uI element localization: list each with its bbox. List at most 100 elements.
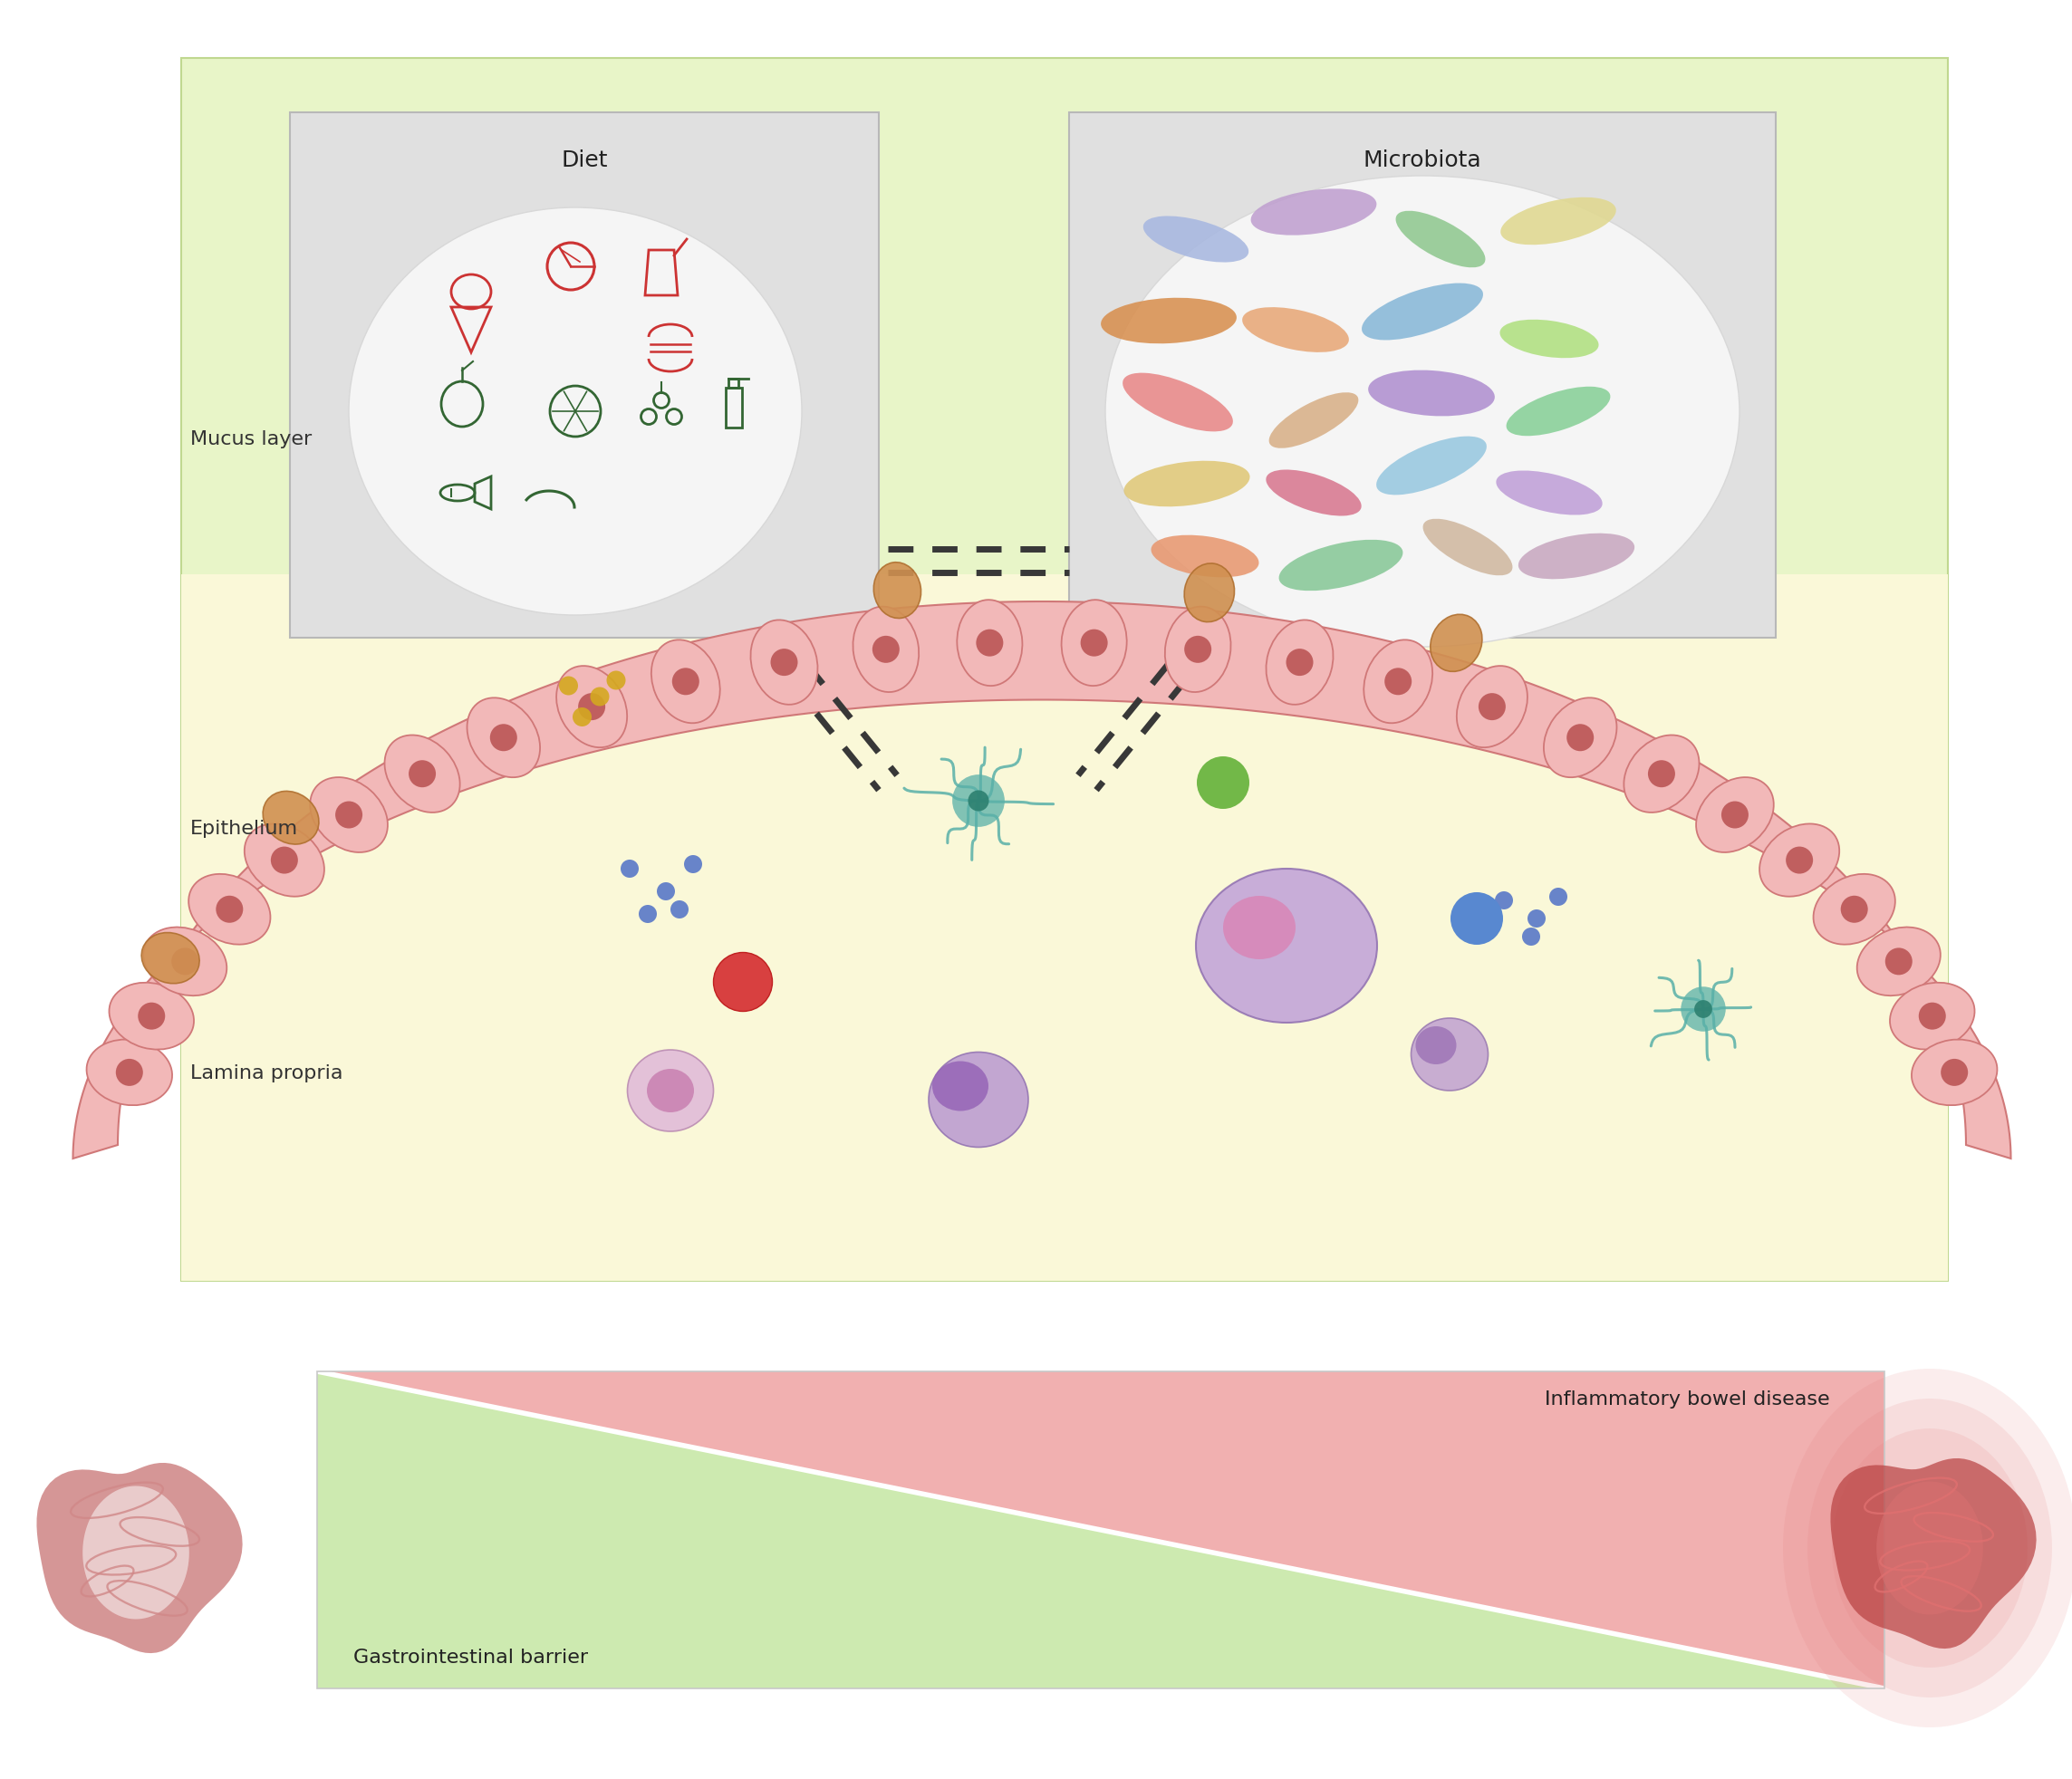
Ellipse shape <box>1695 1000 1711 1018</box>
Ellipse shape <box>1857 927 1941 996</box>
Text: Lamina propria: Lamina propria <box>191 1064 344 1082</box>
Ellipse shape <box>1527 909 1546 929</box>
Ellipse shape <box>1100 299 1237 345</box>
Ellipse shape <box>1164 607 1231 692</box>
Ellipse shape <box>932 1062 988 1112</box>
Ellipse shape <box>110 984 195 1050</box>
Ellipse shape <box>1243 308 1349 352</box>
Ellipse shape <box>1450 893 1502 945</box>
Ellipse shape <box>1500 320 1600 359</box>
Ellipse shape <box>1080 630 1109 656</box>
Ellipse shape <box>1786 847 1813 873</box>
Ellipse shape <box>1840 897 1867 923</box>
Ellipse shape <box>1411 1019 1488 1091</box>
Ellipse shape <box>1624 735 1699 813</box>
Ellipse shape <box>1890 984 1975 1050</box>
Text: Gastrointestinal barrier: Gastrointestinal barrier <box>354 1647 588 1665</box>
Ellipse shape <box>1647 761 1674 788</box>
Ellipse shape <box>1266 621 1332 704</box>
Ellipse shape <box>559 676 578 696</box>
Ellipse shape <box>671 669 698 696</box>
Ellipse shape <box>874 562 920 619</box>
Ellipse shape <box>1287 649 1314 676</box>
Ellipse shape <box>1784 1368 2072 1727</box>
Ellipse shape <box>1479 694 1506 720</box>
Text: Diet: Diet <box>562 149 607 171</box>
Ellipse shape <box>489 724 518 753</box>
Ellipse shape <box>189 875 271 945</box>
Ellipse shape <box>1544 699 1616 777</box>
Ellipse shape <box>1423 519 1513 576</box>
Ellipse shape <box>1152 535 1260 578</box>
Ellipse shape <box>572 708 593 728</box>
Ellipse shape <box>263 792 319 845</box>
Ellipse shape <box>607 671 626 690</box>
Ellipse shape <box>646 1069 694 1112</box>
Ellipse shape <box>1430 616 1481 672</box>
Ellipse shape <box>244 824 325 897</box>
Ellipse shape <box>713 954 773 1012</box>
Ellipse shape <box>578 694 605 720</box>
Ellipse shape <box>348 208 802 616</box>
Ellipse shape <box>1361 285 1484 342</box>
Ellipse shape <box>1222 897 1295 959</box>
Ellipse shape <box>466 699 541 777</box>
Ellipse shape <box>1368 370 1494 416</box>
Ellipse shape <box>671 900 688 920</box>
Ellipse shape <box>651 640 719 724</box>
Polygon shape <box>37 1462 242 1653</box>
Ellipse shape <box>1268 393 1359 448</box>
FancyBboxPatch shape <box>1069 114 1776 639</box>
Polygon shape <box>317 1372 1883 1688</box>
Ellipse shape <box>143 927 226 996</box>
Ellipse shape <box>1832 1429 2028 1667</box>
Ellipse shape <box>1566 724 1593 753</box>
Ellipse shape <box>215 897 242 923</box>
Polygon shape <box>1830 1459 2037 1649</box>
Ellipse shape <box>1941 1059 1968 1087</box>
Ellipse shape <box>1919 1003 1946 1030</box>
Ellipse shape <box>1278 541 1403 591</box>
Ellipse shape <box>1061 600 1127 687</box>
Ellipse shape <box>1697 777 1774 852</box>
Ellipse shape <box>1550 888 1566 906</box>
Ellipse shape <box>684 856 702 873</box>
Ellipse shape <box>638 906 657 923</box>
Ellipse shape <box>622 859 638 879</box>
Ellipse shape <box>657 882 675 900</box>
Ellipse shape <box>1722 802 1749 829</box>
Ellipse shape <box>141 932 199 984</box>
Ellipse shape <box>750 621 818 704</box>
Ellipse shape <box>1123 374 1233 432</box>
Ellipse shape <box>1251 190 1376 237</box>
Ellipse shape <box>1266 470 1361 516</box>
Ellipse shape <box>1912 1041 1997 1105</box>
FancyBboxPatch shape <box>180 59 1948 1281</box>
Ellipse shape <box>976 630 1003 656</box>
Ellipse shape <box>1500 197 1616 246</box>
FancyBboxPatch shape <box>290 114 879 639</box>
Ellipse shape <box>408 761 435 788</box>
Ellipse shape <box>1397 212 1486 269</box>
Polygon shape <box>1877 1482 1983 1615</box>
Ellipse shape <box>1198 756 1249 809</box>
Ellipse shape <box>1185 637 1212 664</box>
Ellipse shape <box>1415 1026 1457 1064</box>
Ellipse shape <box>1376 438 1486 496</box>
Ellipse shape <box>628 1050 713 1131</box>
Ellipse shape <box>1523 929 1539 946</box>
Ellipse shape <box>271 847 298 873</box>
Ellipse shape <box>591 688 609 706</box>
Ellipse shape <box>1144 217 1249 263</box>
Ellipse shape <box>336 802 363 829</box>
Ellipse shape <box>385 735 460 813</box>
Text: Mucus layer: Mucus layer <box>191 431 313 448</box>
Ellipse shape <box>557 667 628 747</box>
Ellipse shape <box>116 1059 143 1087</box>
Ellipse shape <box>172 948 199 975</box>
Text: Inflammatory bowel disease: Inflammatory bowel disease <box>1546 1389 1830 1407</box>
Ellipse shape <box>1506 388 1610 436</box>
Ellipse shape <box>1363 640 1432 724</box>
FancyBboxPatch shape <box>180 575 1948 1281</box>
Ellipse shape <box>968 792 988 811</box>
